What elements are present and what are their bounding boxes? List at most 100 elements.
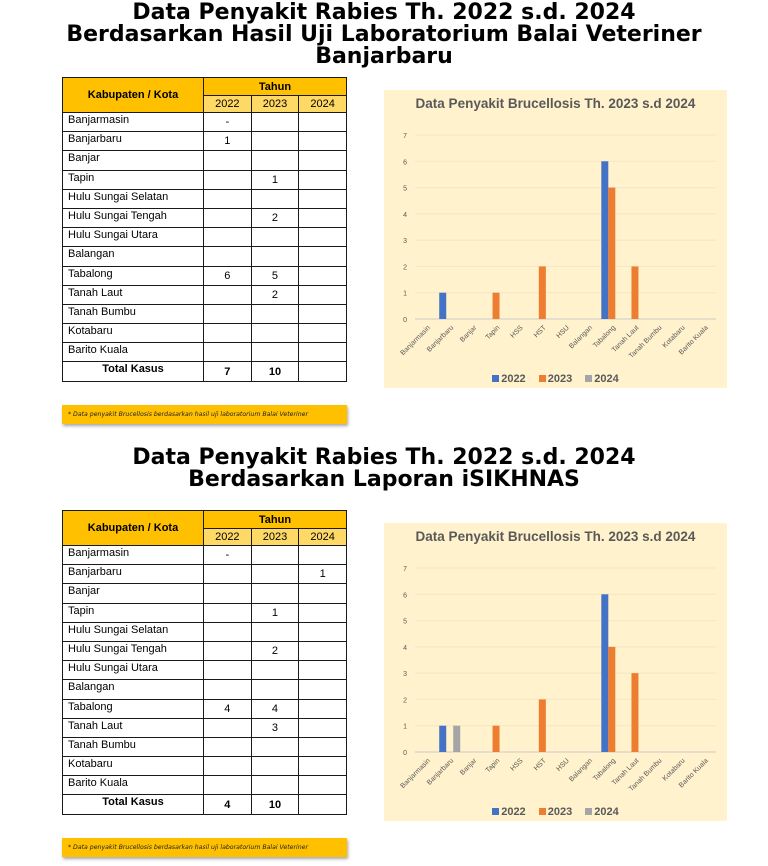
legend-item-2024: 2024 (585, 806, 619, 818)
bar-2022 (439, 725, 447, 752)
value-2023 (250, 583, 300, 604)
value-2023 (250, 303, 300, 325)
legend-swatch-2022 (492, 808, 500, 815)
value-2024 (298, 207, 347, 229)
x-tick-label: Banjarmasin (400, 324, 433, 357)
legend-item-2022: 2022 (492, 373, 526, 385)
header-kabupaten: Kabupaten / Kota (62, 510, 204, 546)
value-2023: 4 (250, 698, 300, 719)
value-2024 (298, 679, 347, 700)
value-2024 (298, 583, 347, 604)
y-tick-label: 7 (403, 133, 407, 140)
legend-swatch-2023 (538, 375, 546, 382)
table-row: Tanah Bumbu (62, 303, 347, 325)
table-row: Banjar (62, 583, 347, 604)
value-2023 (250, 544, 300, 566)
value-2023: 1 (250, 602, 300, 623)
y-tick-label: 0 (403, 750, 407, 757)
value-2023 (250, 131, 300, 152)
value-2022 (203, 640, 252, 662)
legend-swatch-2024 (585, 375, 593, 382)
region-name: Hulu Sungai Selatan (62, 188, 204, 209)
value-2022 (203, 602, 252, 623)
region-name: Hulu Sungai Tengah (62, 640, 204, 662)
region-name: Banjar (62, 150, 204, 171)
x-tick-label: Banjar (459, 324, 479, 344)
section1-footnote: * Data penyakit Brucellosis berdasarkan … (62, 405, 347, 424)
value-2022 (203, 583, 252, 604)
x-tick-label: HSS (509, 757, 524, 772)
region-name: Tapin (62, 602, 204, 623)
region-name: Tanah Bumbu (62, 736, 204, 758)
region-name: Tabalong (62, 265, 204, 286)
table-row: Banjarbaru 1 (62, 564, 347, 585)
value-2024 (298, 111, 347, 133)
total-2022: 7 (203, 361, 252, 382)
value-2022 (203, 736, 252, 758)
table-row: Hulu Sungai Utara (62, 227, 347, 248)
chart-legend: 2022 2023 2024 (384, 806, 727, 818)
section1-bar-chart: Data Penyakit Brucellosis Th. 2023 s.d 2… (384, 90, 727, 388)
value-2024 (298, 756, 347, 777)
header-tahun: Tahun (203, 510, 347, 529)
value-2023 (250, 736, 300, 758)
region-name: Barito Kuala (62, 342, 204, 363)
value-2024 (298, 246, 347, 267)
y-tick-label: 4 (403, 645, 407, 652)
region-name: Banjarbaru (62, 131, 204, 152)
value-2024 (298, 150, 347, 171)
value-2024 (298, 265, 347, 286)
region-name: Tabalong (62, 698, 204, 719)
header-tahun: Tahun (203, 77, 347, 96)
value-2023 (250, 342, 300, 363)
region-name: Tanah Bumbu (62, 303, 204, 325)
section2-title: Data Penyakit Rabies Th. 2022 s.d. 2024 … (0, 447, 768, 491)
table-row: Barito Kuala (62, 342, 347, 363)
bar-2022 (439, 292, 447, 319)
value-2023 (250, 775, 300, 796)
title-line: Data Penyakit Rabies Th. 2022 s.d. 2024 (132, 0, 636, 25)
table-row: Banjarmasin - (62, 544, 347, 566)
title-line: Data Penyakit Rabies Th. 2022 s.d. 2024 (132, 445, 636, 470)
value-2023 (250, 323, 300, 344)
bar-2023 (492, 292, 500, 319)
legend-swatch-2023 (538, 808, 546, 815)
table-row: Hulu Sungai Utara (62, 660, 347, 681)
y-tick-label: 2 (403, 697, 407, 704)
region-name: Tanah Laut (62, 284, 204, 305)
value-2022 (203, 246, 252, 267)
y-tick-label: 4 (403, 212, 407, 219)
value-2024 (298, 621, 347, 642)
value-2024 (298, 284, 347, 305)
value-2023 (250, 111, 300, 133)
value-2022 (203, 188, 252, 209)
total-row: Total Kasus 4 10 (62, 794, 347, 815)
region-name: Hulu Sungai Utara (62, 227, 204, 248)
header-year-2024: 2024 (298, 95, 347, 113)
total-2023: 10 (250, 361, 300, 382)
value-2023 (250, 188, 300, 209)
region-name: Banjar (62, 583, 204, 604)
x-tick-label: HSU (556, 757, 571, 772)
value-2024 (298, 640, 347, 662)
y-tick-label: 6 (403, 592, 407, 599)
value-2022 (203, 756, 252, 777)
value-2022: 6 (203, 265, 252, 286)
table-row: Balangan (62, 679, 347, 700)
section2-data-table: Kabupaten / Kota Tahun 2022 2023 2024 Ba… (62, 510, 347, 815)
value-2022 (203, 660, 252, 681)
value-2023: 5 (250, 265, 300, 286)
table-row: Hulu Sungai Selatan (62, 621, 347, 642)
x-tick-label: Tapin (485, 324, 502, 341)
value-2022 (203, 150, 252, 171)
section2-footnote: * Data penyakit Brucellosis berdasarkan … (62, 838, 347, 857)
value-2024 (298, 188, 347, 209)
bar-2023 (538, 699, 546, 752)
value-2022 (203, 303, 252, 325)
value-2023: 2 (250, 640, 300, 662)
region-name: Hulu Sungai Tengah (62, 207, 204, 229)
y-tick-label: 3 (403, 238, 407, 245)
table-row: Balangan (62, 246, 347, 267)
